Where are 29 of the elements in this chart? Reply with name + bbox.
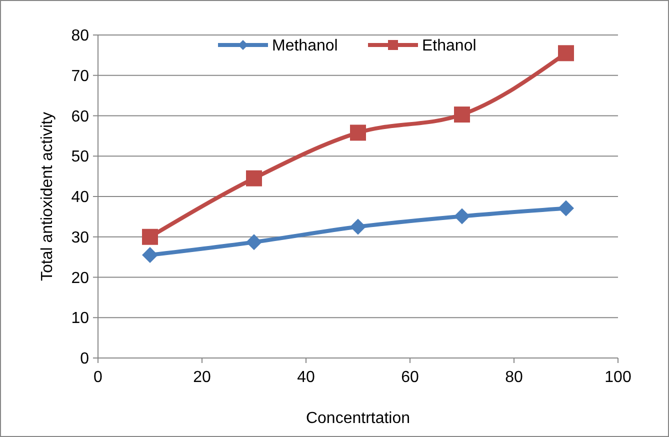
y-axis-title: Total antioxident activity (39, 112, 56, 281)
point (454, 106, 470, 123)
x-tick-label: 20 (193, 369, 211, 386)
point (142, 247, 158, 264)
legend-label: Ethanol (422, 38, 476, 55)
point (246, 170, 262, 186)
y-tick-label: 80 (71, 28, 90, 45)
point (454, 208, 470, 224)
y-tick-label: 70 (71, 68, 90, 85)
y-tick-label: 60 (71, 108, 90, 126)
point (246, 234, 262, 250)
point (558, 200, 574, 216)
y-tick-label: 10 (71, 310, 90, 328)
x-tick-label: 0 (94, 369, 103, 386)
legend-label: Methanol (272, 38, 338, 55)
point (350, 218, 366, 235)
y-tick-label: 20 (71, 270, 90, 287)
y-tick-label: 0 (80, 350, 90, 368)
point (558, 45, 574, 62)
y-tick-label: 40 (71, 189, 90, 206)
point (350, 124, 366, 141)
x-tick-label: 80 (505, 369, 523, 386)
x-tick-label: 40 (297, 369, 315, 386)
point (142, 228, 158, 245)
x-tick-label: 100 (604, 369, 632, 386)
y-tick-label: 30 (71, 229, 90, 246)
y-tick-label: 50 (71, 148, 90, 166)
x-tick-label: 60 (401, 369, 419, 386)
x-axis-title: Concentrtation (306, 410, 410, 427)
